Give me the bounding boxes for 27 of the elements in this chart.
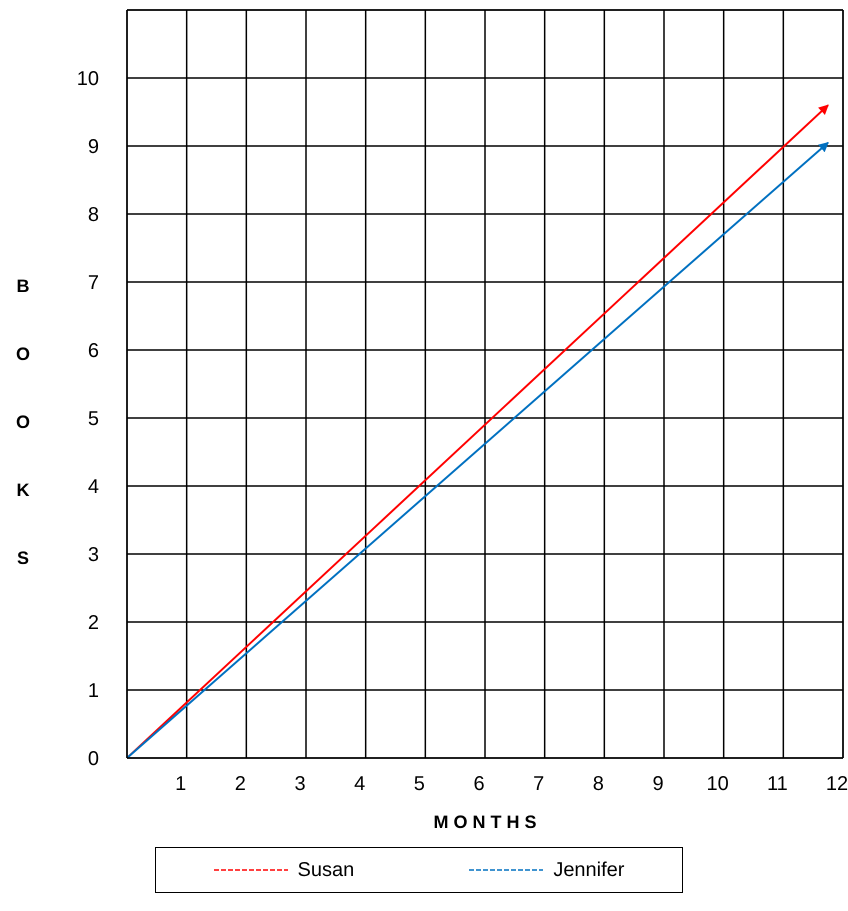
x-tick-label: 10: [706, 773, 729, 796]
x-tick-label: 6: [473, 773, 485, 796]
y-tick-label: 8: [88, 204, 99, 226]
y-tick-label: 0: [88, 748, 99, 770]
y-tick-label: 1: [88, 680, 99, 702]
x-tick-label: 2: [234, 773, 246, 796]
y-axis-title: BOOKS: [12, 276, 33, 616]
y-tick-label: 2: [88, 612, 99, 634]
x-tick-label: 1: [175, 773, 186, 796]
y-tick-label: 3: [88, 544, 99, 566]
y-tick-label: 9: [88, 136, 99, 158]
legend-label: Susan: [298, 858, 354, 882]
y-tick-label: 6: [88, 340, 99, 362]
x-tick-label: 9: [652, 773, 664, 796]
x-tick-label: 5: [414, 773, 425, 796]
y-tick-label: 5: [88, 408, 99, 430]
x-axis-title: MONTHS: [432, 812, 542, 833]
x-tick-label: 8: [592, 773, 604, 796]
x-tick-label: 11: [766, 773, 788, 796]
x-tick-label: 4: [354, 773, 366, 796]
y-tick-label: 7: [88, 272, 99, 294]
x-tick-label: 3: [294, 773, 306, 796]
x-tick-label: 7: [533, 773, 544, 796]
legend-label: Jennifer: [553, 858, 624, 882]
y-tick-label: 4: [88, 476, 99, 498]
y-tick-label: 10: [76, 68, 99, 90]
x-tick-label: 12: [826, 773, 848, 796]
